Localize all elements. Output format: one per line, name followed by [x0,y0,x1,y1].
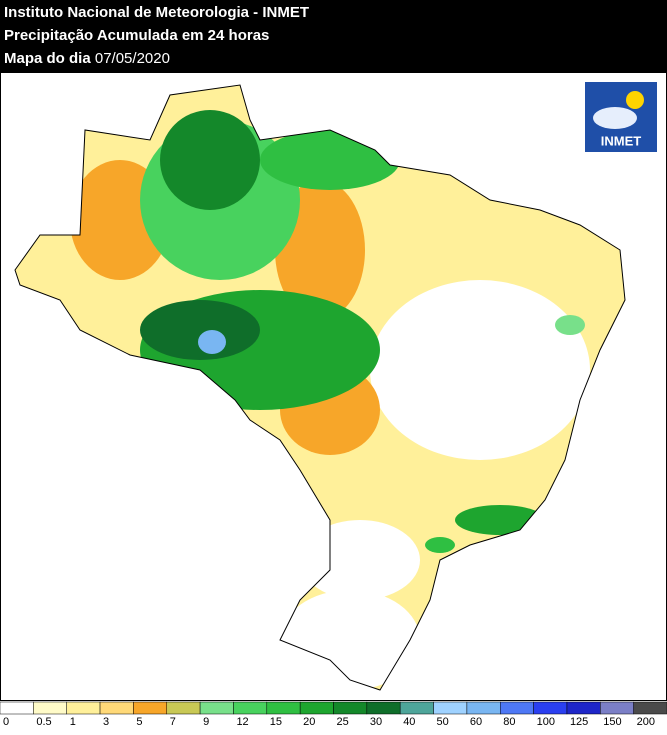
map-date: 07/05/2020 [95,50,170,67]
legend-label: 9 [203,716,209,728]
legend-swatch [566,701,601,715]
legend-label: 7 [170,716,176,728]
legend-label: 3 [103,716,109,728]
legend-label: 12 [236,716,248,728]
legend-label: 30 [370,716,382,728]
legend-swatch [133,701,167,715]
legend-label: 15 [270,716,282,728]
map-label-text: Mapa do dia [4,50,91,67]
legend-swatch [99,701,134,715]
legend-swatch [0,701,34,715]
legend-swatch [299,701,334,715]
legend-swatch [333,701,368,715]
legend-swatch [533,701,568,715]
legend-label: 200 [637,716,655,728]
legend-swatch [66,701,101,715]
legend-label: 40 [403,716,415,728]
header [0,0,667,72]
legend-swatch [633,701,667,715]
brazil-outline [14,84,626,691]
legend-label: 5 [136,716,142,728]
legend-label: 0.5 [36,716,51,728]
legend: 0 0.5 1 3 5 7 9 12 15 20 25 30 40 50 60 80 100 125 150 200 [0,701,667,728]
legend-swatch [266,701,301,715]
subtitle: Precipitação Acumulada em 24 horas [4,27,269,44]
legend-label: 150 [603,716,621,728]
legend-swatch [433,701,468,715]
legend-swatch [500,701,534,715]
legend-label: 80 [503,716,515,728]
legend-swatch [366,701,401,715]
legend-swatch [600,701,634,715]
legend-label: 100 [537,716,555,728]
logo-cloud [593,107,637,129]
title: Instituto Nacional de Meteorologia - INM… [4,4,309,21]
legend-label: 25 [337,716,349,728]
logo-text: INMET [601,133,642,148]
legend-swatch [166,701,201,715]
legend-label: 0 [3,716,9,728]
legend-label: 60 [470,716,482,728]
legend-swatch [199,701,234,715]
legend-label: 125 [570,716,588,728]
legend-swatch [233,701,268,715]
legend-label: 20 [303,716,315,728]
legend-swatch [399,701,434,715]
legend-swatch [33,701,67,715]
legend-label: 50 [437,716,449,728]
logo-sun [626,91,644,109]
legend-label: 1 [70,716,76,728]
map-label: Mapa do dia 07/05/2020 [4,50,170,67]
legend-swatch [466,701,501,715]
